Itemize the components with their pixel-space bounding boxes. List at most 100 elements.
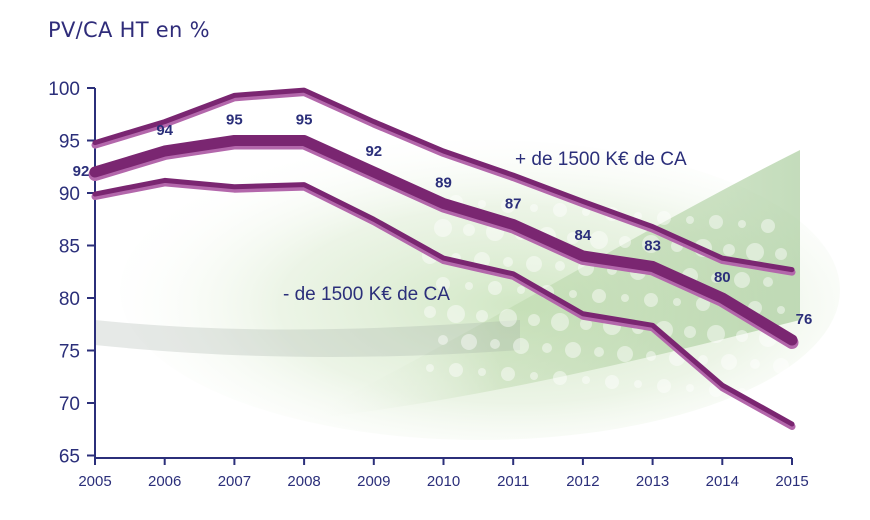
x-tick-label: 2010 bbox=[427, 473, 460, 490]
bg-dot bbox=[605, 375, 619, 389]
data-labels: 92 94 95 95 92 89 87 84 83 80 76 bbox=[73, 112, 813, 329]
x-tick-label: 2014 bbox=[706, 473, 739, 490]
bg-dot bbox=[738, 220, 746, 228]
x-tick-label: 2015 bbox=[775, 473, 808, 490]
data-label: 84 bbox=[575, 227, 592, 244]
y-tick-label: 80 bbox=[59, 289, 80, 310]
bg-dot bbox=[773, 358, 789, 374]
bg-dot bbox=[530, 372, 538, 380]
data-label: 95 bbox=[226, 112, 243, 129]
bg-dot bbox=[565, 342, 581, 358]
y-tick-label: 75 bbox=[59, 342, 80, 363]
bg-dot bbox=[590, 231, 608, 249]
bg-dot bbox=[684, 326, 696, 338]
bg-dot bbox=[709, 215, 723, 229]
bg-dot bbox=[447, 305, 465, 323]
bg-dot bbox=[526, 256, 542, 272]
bg-dot bbox=[750, 359, 760, 369]
bg-dot bbox=[426, 364, 434, 372]
bg-dot bbox=[465, 282, 473, 290]
bg-dot bbox=[551, 313, 569, 331]
bg-dot bbox=[723, 244, 735, 256]
bg-dot bbox=[553, 371, 567, 385]
bg-dot bbox=[463, 224, 475, 236]
bg-dot bbox=[686, 384, 694, 392]
data-label: 83 bbox=[644, 238, 661, 255]
bg-dot bbox=[698, 355, 708, 365]
bg-dot bbox=[499, 309, 517, 327]
background-dots bbox=[422, 195, 789, 401]
bg-dot bbox=[775, 248, 787, 260]
y-tick-label: 95 bbox=[59, 132, 80, 153]
bg-dot bbox=[569, 290, 577, 298]
x-tick-label: 2005 bbox=[78, 473, 111, 490]
data-label: 95 bbox=[296, 112, 313, 129]
bg-dot bbox=[449, 363, 463, 377]
bg-dot bbox=[736, 330, 748, 342]
bg-dot bbox=[696, 297, 710, 311]
bg-dot bbox=[582, 208, 590, 216]
series-label-upper: + de 1500 K€ de CA bbox=[515, 149, 687, 170]
bg-dot bbox=[763, 277, 773, 287]
y-tick-label: 85 bbox=[59, 237, 80, 258]
bg-dot bbox=[436, 277, 450, 291]
bg-dot bbox=[488, 281, 502, 295]
data-label: 76 bbox=[796, 311, 813, 328]
bg-dot bbox=[553, 203, 567, 217]
bg-dot bbox=[542, 343, 552, 353]
bg-dot bbox=[646, 351, 656, 361]
bg-dot bbox=[746, 243, 764, 261]
bg-dot bbox=[567, 232, 579, 244]
bg-dot bbox=[707, 325, 725, 343]
bg-dot bbox=[594, 347, 604, 357]
bg-dot bbox=[501, 199, 515, 213]
bg-dot bbox=[761, 219, 775, 233]
bg-dot bbox=[478, 200, 486, 208]
x-tick-label: 2011 bbox=[497, 473, 529, 490]
bg-dot bbox=[657, 211, 671, 225]
data-label: 80 bbox=[714, 269, 731, 286]
x-tick-label: 2007 bbox=[218, 473, 251, 490]
bg-dot bbox=[734, 272, 750, 288]
x-tick-label: 2008 bbox=[287, 473, 320, 490]
y-tick-label: 100 bbox=[48, 79, 80, 100]
bg-dot bbox=[434, 219, 452, 237]
bg-dot bbox=[528, 314, 540, 326]
bg-dot bbox=[501, 367, 515, 381]
bg-dot bbox=[777, 306, 785, 314]
bg-dot bbox=[657, 379, 671, 393]
bg-dot bbox=[517, 286, 525, 294]
bg-dot bbox=[634, 380, 642, 388]
bg-dot bbox=[592, 289, 606, 303]
bg-dot bbox=[476, 310, 488, 322]
bg-dot bbox=[721, 354, 737, 370]
bg-dot bbox=[644, 293, 658, 307]
bg-dot bbox=[673, 298, 681, 306]
x-tick-label: 2012 bbox=[566, 473, 599, 490]
bg-dot bbox=[582, 376, 590, 384]
series-lines bbox=[88, 87, 799, 430]
data-label: 92 bbox=[73, 163, 90, 180]
y-tick-label: 70 bbox=[59, 394, 80, 415]
data-label: 87 bbox=[505, 196, 522, 213]
bg-dot bbox=[424, 306, 436, 318]
bg-dot bbox=[617, 346, 633, 362]
series-line-upper bbox=[92, 87, 795, 273]
y-tick-label: 65 bbox=[59, 447, 80, 468]
data-label: 89 bbox=[435, 175, 452, 192]
bg-dot bbox=[619, 236, 631, 248]
series-label-lower: - de 1500 K€ de CA bbox=[283, 284, 450, 305]
data-label: 94 bbox=[156, 122, 173, 139]
bg-dot bbox=[642, 235, 660, 253]
x-tick-label: 2006 bbox=[148, 473, 181, 490]
bg-dot bbox=[513, 338, 529, 354]
chart-title: PV/CA HT en % bbox=[48, 18, 210, 42]
x-axis-ticks: 2005 2006 2007 2008 2009 2010 2011 2012 2013 2014… bbox=[78, 458, 809, 490]
background-decoration bbox=[95, 140, 840, 440]
bg-dot bbox=[686, 216, 694, 224]
bg-dot bbox=[580, 318, 592, 330]
x-tick-label: 2009 bbox=[357, 473, 390, 490]
bg-dot bbox=[761, 387, 775, 401]
